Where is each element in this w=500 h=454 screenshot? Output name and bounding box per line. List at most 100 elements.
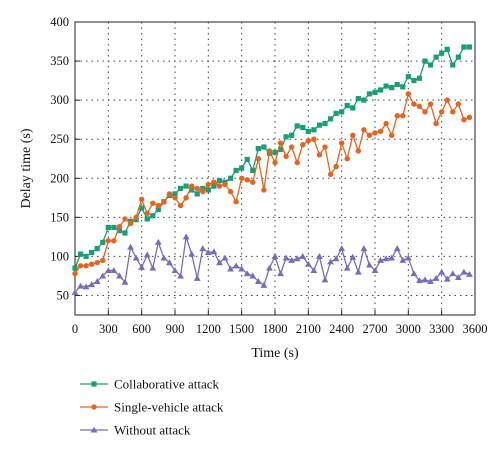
data-point: [100, 257, 106, 264]
data-point: [244, 177, 250, 183]
data-point: [177, 185, 184, 192]
data-point: [105, 224, 111, 231]
x-axis: 0 300 600 900 1200 1500 1800 2100 2400 2700 3000 33…: [72, 310, 488, 336]
data-point: [89, 249, 95, 256]
series-line: [74, 92, 470, 274]
y-tick-label: 200: [50, 171, 69, 185]
data-point: [94, 245, 100, 252]
data-point: [400, 113, 406, 119]
data-point: [122, 230, 128, 236]
data-point: [154, 238, 162, 245]
data-point: [304, 260, 312, 267]
data-point: [199, 245, 207, 252]
data-point: [327, 171, 334, 178]
x-tick-label: 3300: [429, 322, 454, 336]
data-point: [166, 191, 173, 197]
data-point: [160, 254, 168, 261]
data-point: [288, 256, 296, 263]
data-point: [399, 256, 407, 263]
data-point: [294, 123, 300, 129]
data-point: [83, 263, 89, 269]
data-point: [383, 120, 389, 127]
data-point: [171, 267, 179, 274]
data-point: [427, 278, 434, 284]
data-point: [394, 113, 400, 119]
data-point: [433, 120, 439, 127]
data-point: [111, 224, 117, 231]
data-point: [72, 265, 78, 271]
legend-label: Without attack: [114, 423, 191, 438]
series-line: [74, 236, 470, 293]
data-point: [150, 213, 156, 219]
data-point: [83, 253, 89, 259]
data-point: [254, 278, 262, 284]
data-point: [422, 109, 428, 115]
x-tick-label: 2100: [296, 322, 321, 336]
data-point: [427, 62, 434, 68]
y-tick-label: 150: [50, 210, 69, 224]
data-point: [105, 238, 112, 244]
data-point: [205, 187, 211, 193]
data-point: [99, 272, 107, 279]
data-point: [227, 265, 234, 272]
x-tick-label: 3600: [463, 322, 488, 336]
data-point: [121, 278, 129, 285]
data-point: [82, 283, 90, 290]
data-point: [104, 267, 112, 274]
data-point: [193, 274, 201, 281]
data-point: [416, 75, 423, 81]
data-point: [88, 281, 96, 288]
legend-label: Collaborative attack: [114, 377, 220, 392]
data-point: [382, 255, 390, 262]
data-point: [166, 259, 173, 266]
data-point: [288, 144, 295, 150]
x-tick-label: 1500: [229, 322, 254, 336]
data-point: [216, 178, 223, 184]
legend: Collaborative attack Single-vehicle attac…: [80, 377, 224, 438]
series-layer: [71, 44, 473, 295]
data-point: [261, 144, 267, 150]
data-point: [77, 263, 84, 269]
data-point: [305, 138, 312, 144]
data-point: [300, 141, 306, 148]
data-point: [311, 127, 317, 133]
data-point: [200, 185, 206, 192]
data-point: [316, 253, 323, 259]
data-point: [116, 224, 123, 230]
data-point: [332, 255, 340, 262]
data-point: [438, 109, 445, 115]
x-tick-label: 3000: [396, 322, 421, 336]
data-point: [411, 78, 417, 84]
data-point: [155, 206, 161, 213]
data-point: [333, 110, 339, 117]
y-axis: 50 100 150 200 250 300 350 400: [50, 15, 80, 302]
data-point: [282, 254, 290, 261]
data-point: [433, 54, 439, 60]
data-point: [244, 156, 250, 163]
data-point: [227, 188, 234, 195]
legend-label: Single-vehicle attack: [114, 400, 224, 415]
data-point: [311, 136, 317, 142]
data-point: [194, 185, 200, 192]
x-tick-label: 1200: [196, 322, 221, 336]
data-point: [260, 281, 268, 288]
series-single-vehicle-attack: [72, 91, 473, 277]
data-point: [400, 84, 406, 90]
x-tick-label: 1800: [263, 322, 288, 336]
data-point: [393, 245, 401, 252]
data-point: [350, 132, 356, 138]
data-point: [249, 272, 257, 279]
data-point: [272, 149, 278, 156]
data-point: [372, 89, 378, 95]
data-point: [404, 254, 412, 261]
data-point: [255, 156, 262, 162]
data-point: [93, 278, 101, 284]
data-point: [77, 282, 84, 289]
data-point: [138, 263, 146, 270]
data-point: [72, 270, 78, 277]
data-point: [461, 116, 467, 123]
x-tick-label: 2700: [363, 322, 388, 336]
data-point: [416, 277, 423, 284]
data-point: [427, 101, 434, 107]
